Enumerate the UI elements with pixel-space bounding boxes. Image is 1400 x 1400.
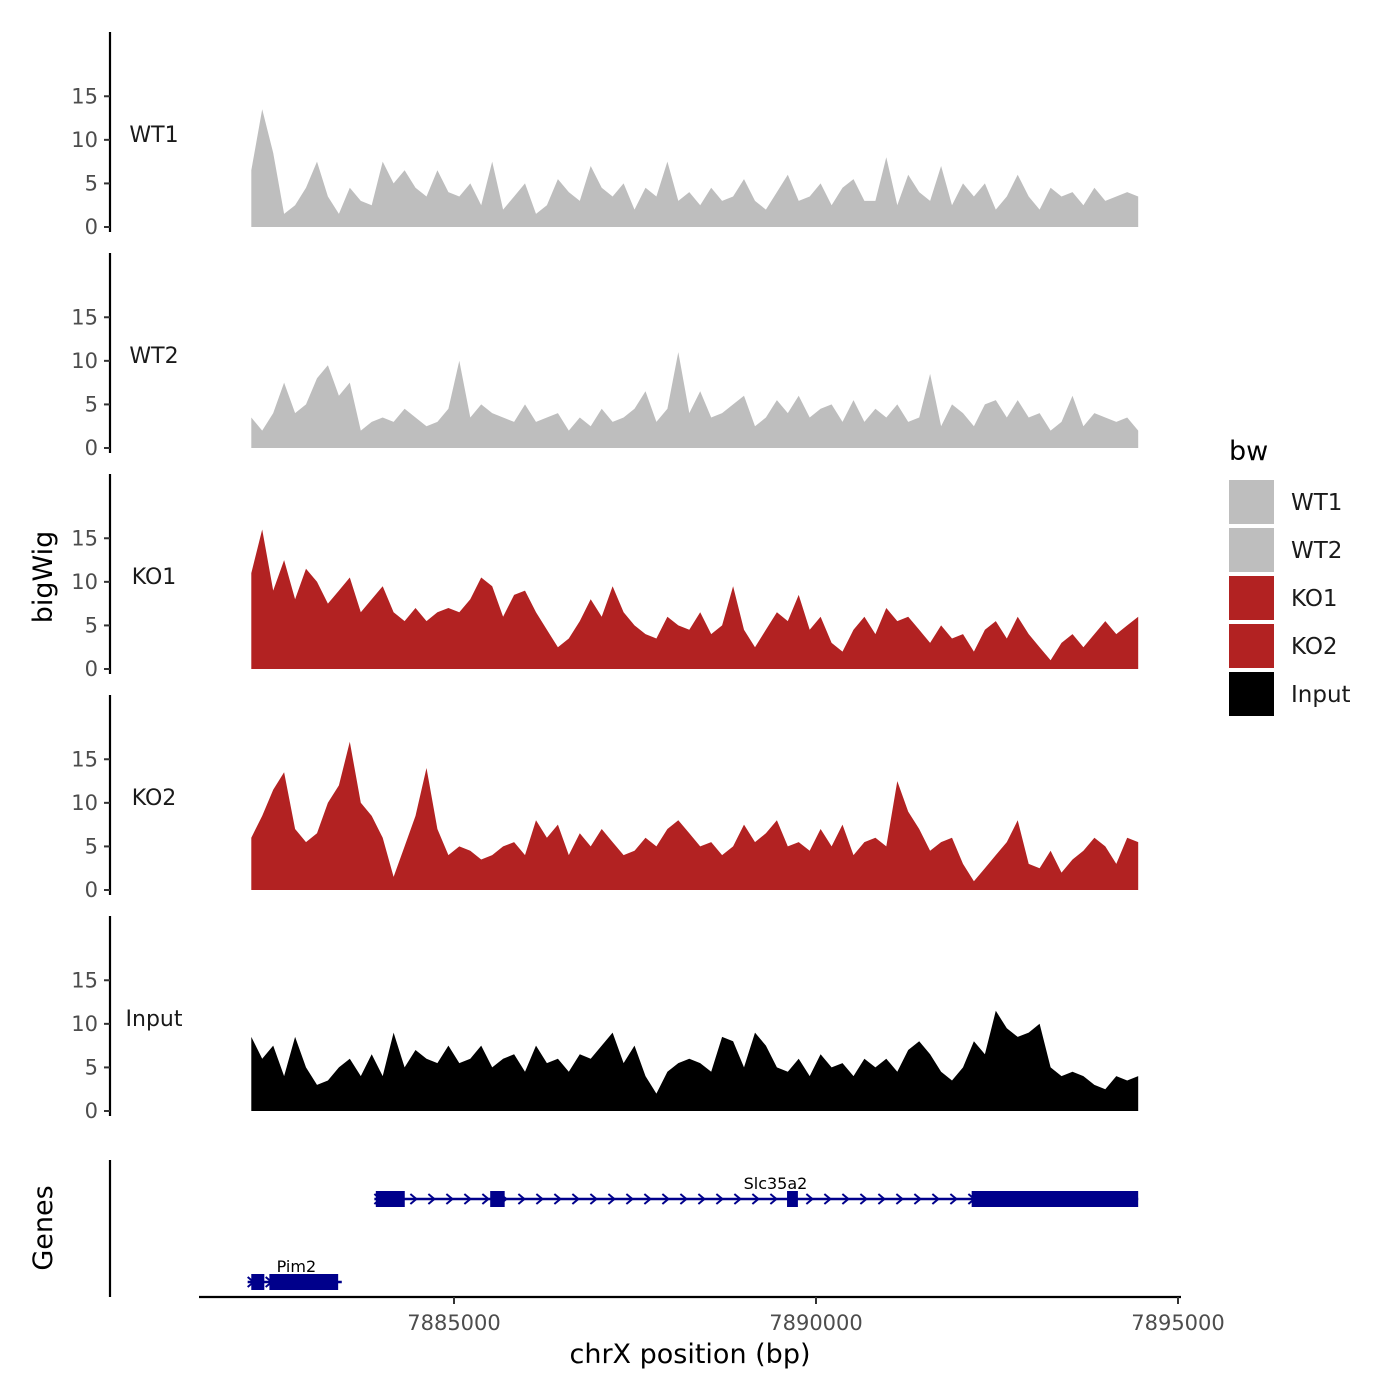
strand-arrow (517, 1193, 526, 1205)
y-tick-label-ko1-0: 0 (85, 657, 98, 681)
strand-arrow (535, 1193, 544, 1205)
strand-arrow (715, 1193, 724, 1205)
strand-arrow (733, 1193, 742, 1205)
y-tick-label-ko2-15: 15 (71, 747, 98, 771)
legend-swatch-ko1 (1229, 576, 1274, 620)
coverage-area-ko1 (251, 529, 1139, 669)
track-input: Input 0 5 10 15 (71, 916, 1139, 1123)
y-tick-label-ko2-10: 10 (71, 791, 98, 815)
track-ko1: KO1 0 5 10 15 (71, 474, 1139, 681)
legend-swatch-input (1229, 672, 1274, 716)
x-tick-label-7890000: 7890000 (769, 1311, 863, 1335)
y-tick-label-wt2-5: 5 (85, 392, 98, 416)
strand-arrow (625, 1193, 634, 1205)
legend-label-input: Input (1291, 682, 1351, 708)
genes-panel-title: Genes (28, 1185, 59, 1270)
y-tick-label-input-5: 5 (85, 1055, 98, 1079)
track-label-wt2: WT2 (129, 344, 178, 369)
strand-arrow (931, 1193, 940, 1205)
y-tick-label-input-0: 0 (85, 1099, 98, 1123)
coverage-area-wt1 (251, 109, 1139, 227)
y-tick-label-wt1-10: 10 (71, 128, 98, 152)
y-tick-label-ko2-5: 5 (85, 834, 98, 858)
strand-arrow (805, 1193, 814, 1205)
strand-arrow (571, 1193, 580, 1205)
y-tick-label-ko1-10: 10 (71, 570, 98, 594)
y-tick-label-ko2-0: 0 (85, 878, 98, 902)
strand-arrow (841, 1193, 850, 1205)
strand-arrow (463, 1193, 472, 1205)
legend: bw WT1 WT2 KO1 KO2 Input (1229, 436, 1351, 716)
gene-pim2: Pim2 (247, 1257, 342, 1290)
strand-arrow (697, 1193, 706, 1205)
exon-slc35a2-4 (971, 1191, 1139, 1207)
coverage-tracks: WT1051015WT2051015KO1051015KO2051015Inpu… (71, 32, 1139, 1123)
track-label-input: Input (126, 1007, 183, 1032)
strand-arrow (751, 1193, 760, 1205)
gene-slc35a2: Slc35a2 (373, 1174, 1139, 1207)
track-ko2: KO2 0 5 10 15 (71, 695, 1139, 902)
strand-arrow (427, 1193, 436, 1205)
strand-arrow (679, 1193, 688, 1205)
y-axis-title: bigWig (28, 531, 59, 624)
strand-arrow (589, 1193, 598, 1205)
track-label-ko1: KO1 (132, 565, 177, 590)
exon-slc35a2-2 (490, 1191, 505, 1207)
strand-arrow (445, 1193, 454, 1205)
strand-arrow (481, 1193, 490, 1205)
strand-arrow (913, 1193, 922, 1205)
legend-swatch-ko2 (1229, 624, 1274, 668)
track-wt2: WT2 0 5 10 15 (71, 253, 1139, 460)
y-tick-label-wt2-10: 10 (71, 349, 98, 373)
strand-arrow (607, 1193, 616, 1205)
x-tick-label-7895000: 7895000 (1131, 1311, 1225, 1335)
strand-arrow (409, 1193, 418, 1205)
strand-arrow (877, 1193, 886, 1205)
x-tick-label-7885000: 7885000 (407, 1311, 501, 1335)
genes-panel: Slc35a2 Pim2 (108, 1160, 1139, 1297)
y-tick-label-wt2-0: 0 (85, 436, 98, 460)
strand-arrow (661, 1193, 670, 1205)
exon-pim2-1 (251, 1274, 265, 1290)
y-tick-label-wt2-15: 15 (71, 305, 98, 329)
y-tick-label-wt1-0: 0 (85, 215, 98, 239)
track-label-wt1: WT1 (129, 123, 178, 148)
y-tick-label-ko1-15: 15 (71, 526, 98, 550)
gene-label-slc35a2: Slc35a2 (744, 1174, 808, 1193)
coverage-area-input (251, 1010, 1139, 1111)
legend-label-ko2: KO2 (1291, 634, 1338, 660)
legend-label-wt1: WT1 (1291, 490, 1342, 516)
exon-slc35a2-3 (787, 1191, 798, 1207)
y-tick-label-wt1-15: 15 (71, 84, 98, 108)
legend-swatch-wt1 (1229, 480, 1274, 524)
strand-arrow (949, 1193, 958, 1205)
gene-label-pim2: Pim2 (277, 1257, 317, 1276)
legend-title: bw (1229, 436, 1268, 467)
strand-arrow (553, 1193, 562, 1205)
track-label-ko2: KO2 (132, 786, 177, 811)
strand-arrow (859, 1193, 868, 1205)
y-tick-label-input-15: 15 (71, 968, 98, 992)
exon-pim2-2 (269, 1274, 339, 1290)
legend-label-ko1: KO1 (1291, 586, 1338, 612)
legend-label-wt2: WT2 (1291, 538, 1342, 564)
y-tick-label-input-10: 10 (71, 1012, 98, 1036)
coverage-area-ko2 (251, 741, 1139, 890)
exon-slc35a2-1 (375, 1191, 405, 1207)
legend-swatch-wt2 (1229, 528, 1274, 572)
axes: 7885000 7890000 7895000 (199, 1295, 1225, 1335)
strand-arrow (895, 1193, 904, 1205)
strand-arrow (823, 1193, 832, 1205)
y-tick-label-ko1-5: 5 (85, 613, 98, 637)
coverage-area-wt2 (251, 352, 1139, 448)
strand-arrow (643, 1193, 652, 1205)
y-tick-label-wt1-5: 5 (85, 171, 98, 195)
strand-arrow (769, 1193, 778, 1205)
track-wt1: WT1 0 5 10 15 (71, 32, 1139, 239)
x-axis-title: chrX position (bp) (569, 1339, 810, 1370)
